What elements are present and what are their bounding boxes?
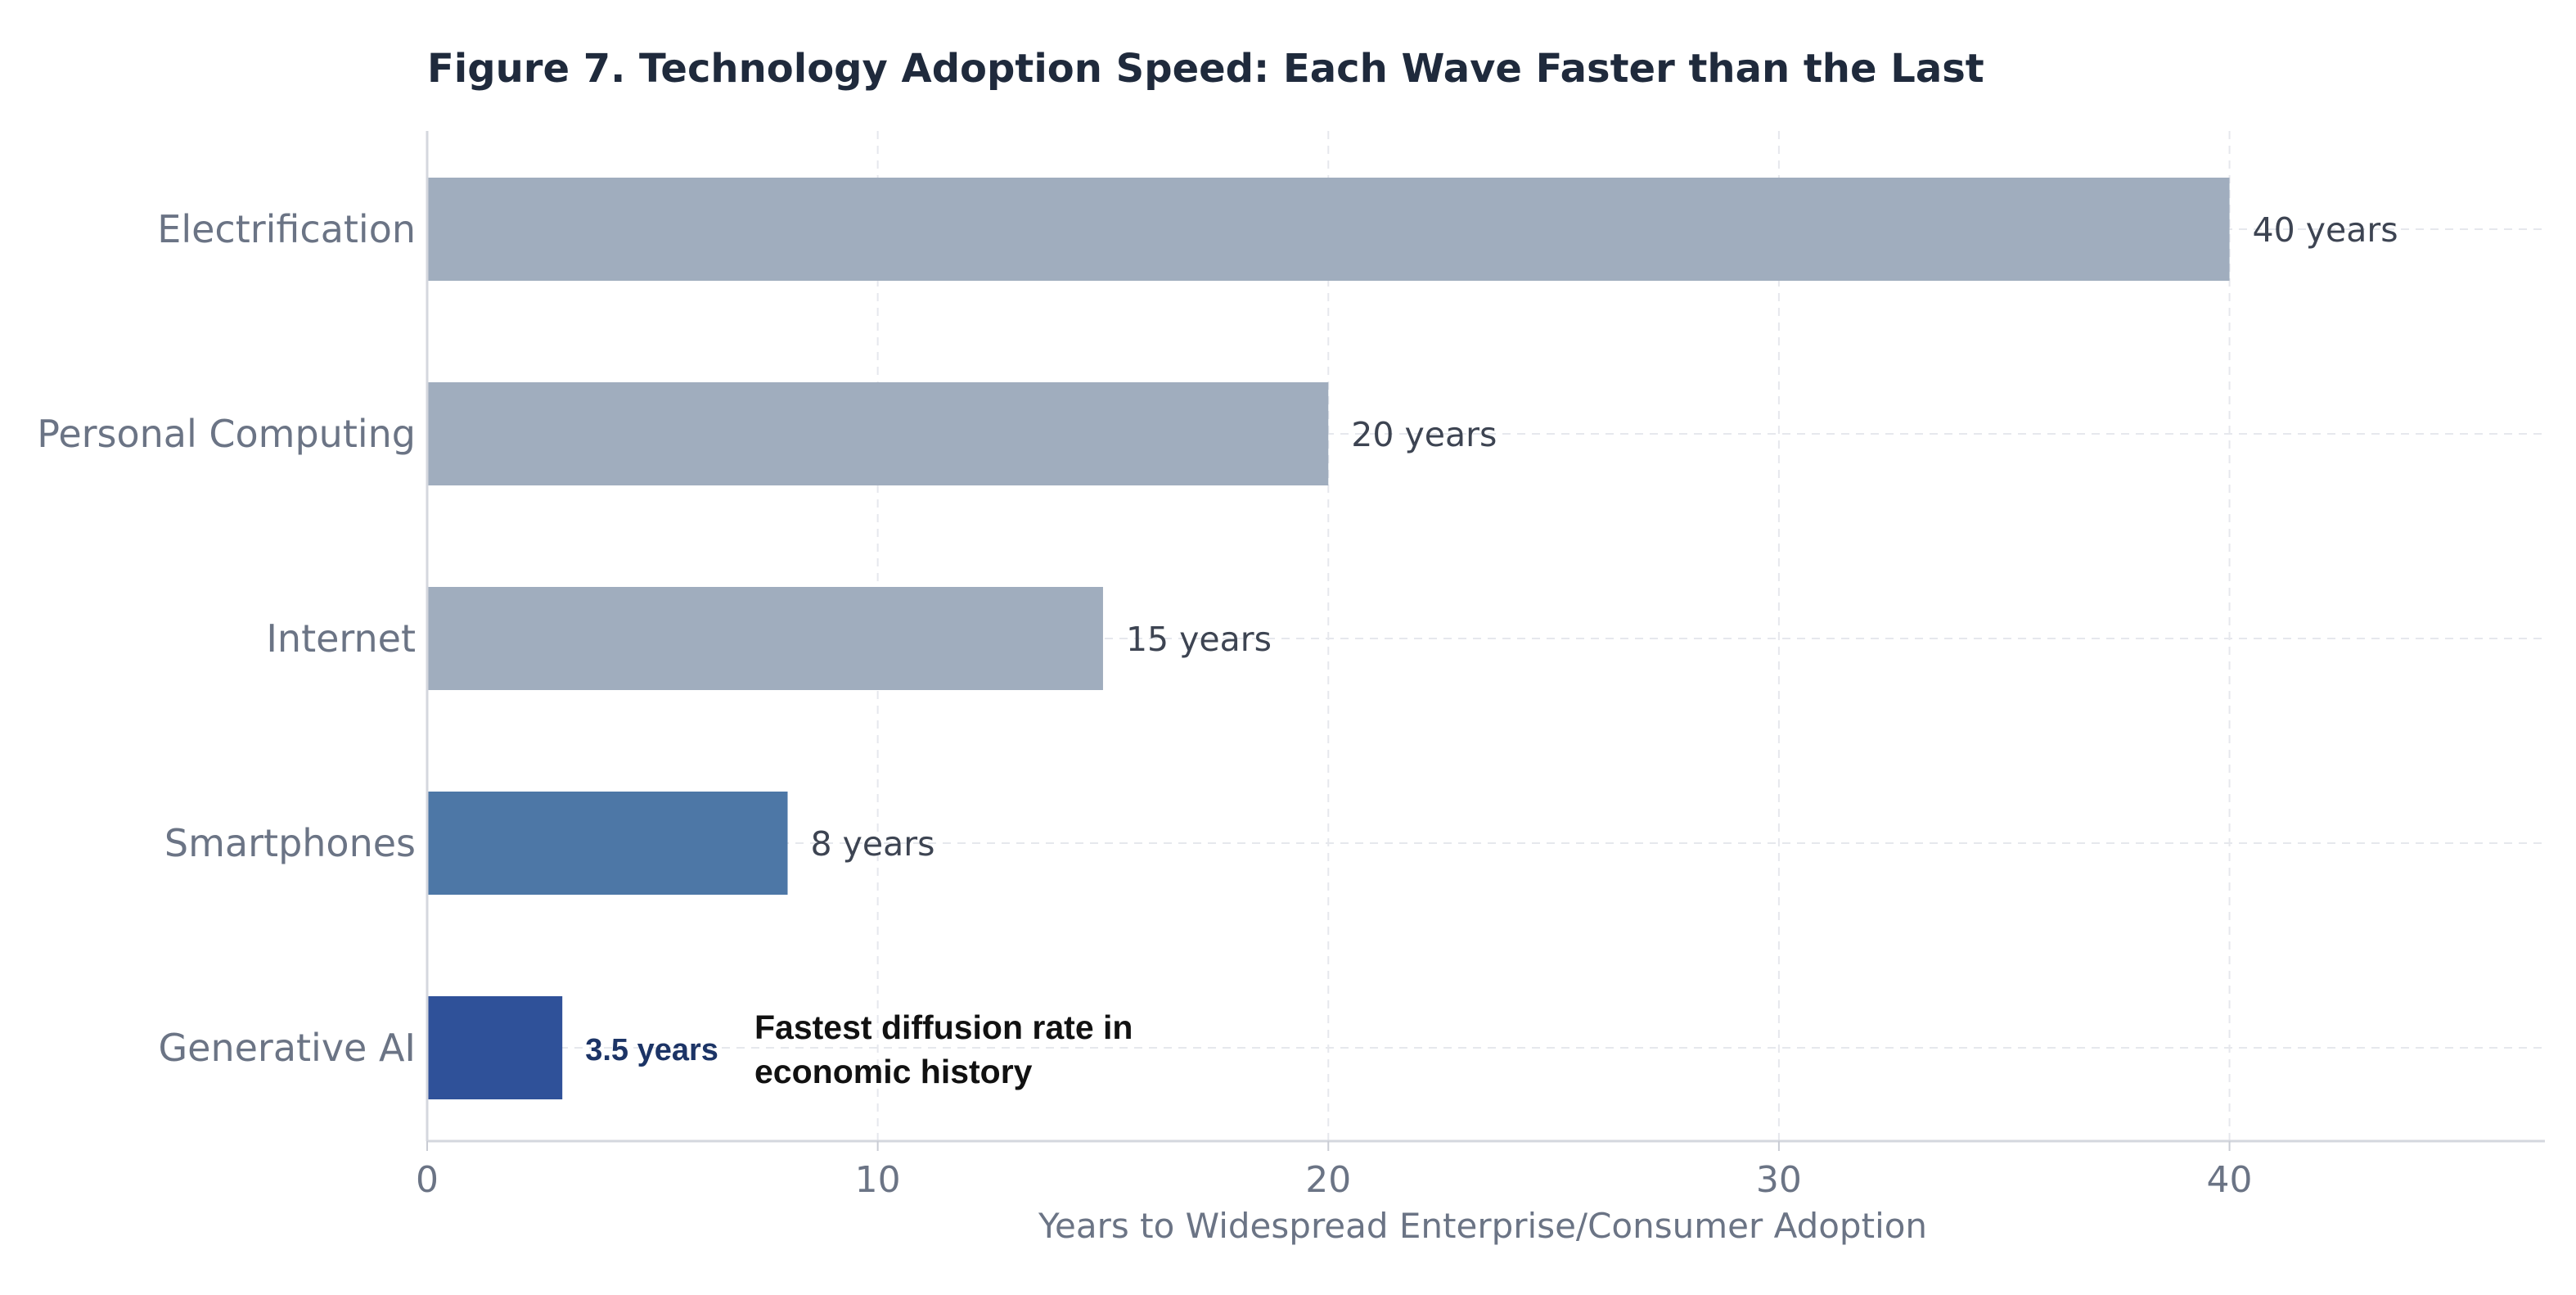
value-label: 15 years	[1126, 620, 1272, 659]
x-tick-label: 20	[1305, 1159, 1351, 1201]
bar	[427, 382, 1329, 485]
category-label: Generative AI	[159, 1026, 417, 1070]
bar	[427, 792, 788, 895]
x-axis-title: Years to Widespread Enterprise/Consumer …	[1038, 1206, 1927, 1246]
category-label: Smartphones	[164, 821, 416, 865]
x-tick-label: 40	[2207, 1159, 2253, 1201]
value-label: 40 years	[2253, 210, 2398, 250]
category-label: Internet	[266, 616, 416, 661]
chart-title: Figure 7. Technology Adoption Speed: Eac…	[427, 46, 1984, 92]
value-label: 8 years	[811, 824, 935, 864]
bar	[427, 996, 563, 1099]
bar	[427, 587, 1103, 690]
annotation-text: Fastest diffusion rate in	[754, 1008, 1133, 1046]
annotation-text: economic history	[754, 1053, 1033, 1090]
x-tick-label: 30	[1756, 1159, 1802, 1201]
category-label: Personal Computing	[37, 412, 416, 456]
value-label: 20 years	[1351, 415, 1497, 454]
x-tick-label: 10	[855, 1159, 901, 1201]
x-tick-label: 0	[416, 1159, 439, 1201]
category-label: Electrification	[157, 207, 416, 251]
bar	[427, 178, 2230, 281]
value-label: 3.5 years	[585, 1033, 718, 1067]
